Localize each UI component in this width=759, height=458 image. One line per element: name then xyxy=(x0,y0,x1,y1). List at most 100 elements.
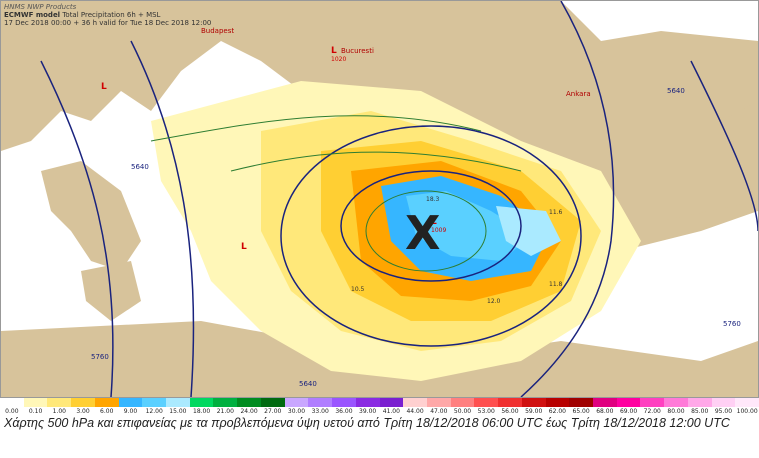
colorbar-swatch xyxy=(166,398,190,407)
land-anatolia xyxy=(601,101,758,221)
contour-5640-east xyxy=(520,1,615,397)
colorbar-tick-label: 15.00 xyxy=(169,408,187,415)
low-symbol-center: L xyxy=(431,217,437,227)
colorbar-tick-label: 36.00 xyxy=(335,408,353,415)
label-5760-west: 5760 xyxy=(91,353,109,361)
colorbar-tick-label: 21.00 xyxy=(216,408,234,415)
low-symbol-italy: L xyxy=(241,242,247,252)
colorbar-swatch xyxy=(379,398,404,407)
low-value-north: 1020 xyxy=(331,56,346,63)
label-5640-east: 5640 xyxy=(667,87,685,95)
colorbar-swatch xyxy=(521,398,546,407)
colorbar-tick-label: 27.00 xyxy=(264,408,282,415)
colorbar-tick-label: 95.00 xyxy=(714,408,733,415)
colorbar-tick-label: 47.00 xyxy=(430,408,448,415)
colorbar-swatch xyxy=(213,398,238,407)
colorbar-swatch xyxy=(474,398,499,407)
colorbar-swatch xyxy=(450,398,475,407)
label-5760-east: 5760 xyxy=(723,320,741,328)
precip-12mm xyxy=(406,191,531,261)
header-line3: 17 Dec 2018 00:00 + 36 h valid for Tue 1… xyxy=(4,19,212,27)
colorbar-tick-label: 68.00 xyxy=(596,408,614,415)
colorbar-swatch xyxy=(118,398,143,407)
colorbar-swatch xyxy=(23,398,48,407)
colorbar-swatch xyxy=(403,398,427,407)
colorbar-swatch xyxy=(260,398,285,407)
colorbar-swatch xyxy=(640,398,665,407)
colorbar-tick-label: 33.00 xyxy=(311,408,329,415)
low-contour-inner xyxy=(340,170,522,282)
colorbar-tick-label: 6.00 xyxy=(100,408,114,415)
cyclone-center-mark: X xyxy=(405,206,440,260)
colorbar-tick-label: 85.00 xyxy=(691,408,709,415)
colorbar-tick-label: 72.00 xyxy=(643,408,661,415)
contour-5640-far-east xyxy=(690,60,758,232)
colorbar-swatch xyxy=(0,398,24,407)
colorbar-tick-label: 80.00 xyxy=(667,408,685,415)
header-line2: ECMWF model Total Precipitation 6h + MSL xyxy=(4,11,211,19)
colorbar-tick-label: 69.00 xyxy=(619,408,638,415)
colorbar-tick-label: 9.00 xyxy=(123,408,138,415)
map-header: HNMS NWP Products ECMWF model Total Prec… xyxy=(4,3,211,27)
colorbar-tick-label: 56.00 xyxy=(501,408,519,415)
colorbar-swatch xyxy=(308,398,333,407)
colorbar-tick-label: 59.00 xyxy=(525,408,543,415)
colorbar-tick-label: 0.00 xyxy=(5,408,19,415)
value-label: 11.8 xyxy=(549,281,563,288)
precip-15mm xyxy=(496,206,561,256)
colorbar-tick-label: 18.00 xyxy=(193,408,211,415)
contour-5760-west xyxy=(40,60,114,397)
colorbar-swatch xyxy=(498,398,522,407)
isobar-center xyxy=(365,190,487,272)
colorbar-tick-label: 65.00 xyxy=(572,408,590,415)
map-canvas: Budapest Bucuresti Ankara L 1020 L L L 1… xyxy=(1,1,758,397)
colorbar-tick-label: 0.10 xyxy=(28,408,43,415)
colorbar-swatch xyxy=(189,398,214,407)
colorbar-cells xyxy=(0,398,759,407)
low-symbol-north: L xyxy=(331,46,337,56)
colorbar-swatch xyxy=(711,398,736,407)
colorbar-swatch xyxy=(545,398,570,407)
value-label: 11.6 xyxy=(549,209,563,216)
colorbar-swatch xyxy=(569,398,593,407)
colorbar-swatch xyxy=(47,398,72,407)
colorbar-tick-label: 1.00 xyxy=(52,408,66,415)
colorbar-tick-label: 44.00 xyxy=(406,408,424,415)
label-5640-west: 5640 xyxy=(131,163,149,171)
isobar-mid xyxy=(230,151,522,172)
colorbar-swatch xyxy=(664,398,688,407)
model-name: ECMWF model xyxy=(4,11,61,19)
label-budapest: Budapest xyxy=(201,27,234,35)
colorbar-swatch xyxy=(142,398,167,407)
colorbar-swatch xyxy=(426,398,451,407)
product-name: Total Precipitation 6h + MSL xyxy=(60,11,161,19)
colorbar-tick-label: 62.00 xyxy=(548,408,566,415)
value-label: 12.0 xyxy=(487,298,501,305)
colorbar-swatch xyxy=(355,398,380,407)
colorbar-swatch xyxy=(592,398,617,407)
low-symbol-west: L xyxy=(101,82,107,92)
isobar-north xyxy=(150,115,482,142)
colorbar-tick-label: 12.00 xyxy=(145,408,163,415)
contour-5640-west xyxy=(130,40,195,397)
low-contour-outer xyxy=(280,125,582,347)
label-5640-south: 5640 xyxy=(299,380,317,388)
label-bucuresti: Bucuresti xyxy=(341,47,374,55)
colorbar-tick-label: 50.00 xyxy=(453,408,472,415)
colorbar-swatch xyxy=(687,398,712,407)
precip-colorbar: 0.00 0.10 1.00 3.00 6.00 9.00 12.00 15.00 18.00 2… xyxy=(0,398,759,416)
colorbar-tick-label: 41.00 xyxy=(382,408,400,415)
colorbar-tick-label: 24.00 xyxy=(240,408,258,415)
land-italy xyxy=(41,161,141,271)
figure-caption: Χάρτης 500 hPa και επιφανείας με τα προβ… xyxy=(4,416,730,430)
colorbar-tick-label: 39.00 xyxy=(359,408,377,415)
value-label: 10.5 xyxy=(351,286,365,293)
colorbar-swatch xyxy=(94,398,119,407)
precipitation-map: Budapest Bucuresti Ankara L 1020 L L L 1… xyxy=(0,0,759,398)
colorbar-swatch xyxy=(71,398,95,407)
label-ankara: Ankara xyxy=(566,90,591,98)
colorbar-tick-label: 30.00 xyxy=(287,408,306,415)
colorbar-swatch xyxy=(735,398,759,407)
colorbar-tick-label: 53.00 xyxy=(477,408,495,415)
